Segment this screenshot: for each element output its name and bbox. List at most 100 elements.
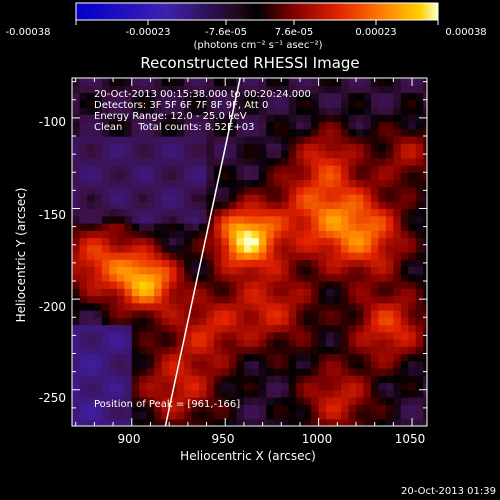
heatmap-cell: [236, 121, 245, 130]
heatmap-cell: [341, 310, 350, 318]
heatmap-cell: [94, 107, 103, 115]
heatmap-cell: [408, 150, 417, 159]
heatmap-cell: [370, 201, 380, 210]
heatmap-cell: [161, 244, 170, 253]
heatmap-cell: [139, 281, 148, 289]
heatmap-cell: [169, 288, 178, 297]
heatmap-cell: [206, 215, 215, 224]
heatmap-cell: [318, 78, 327, 86]
heatmap-cell: [94, 78, 103, 86]
heatmap-cell: [348, 317, 357, 326]
heatmap-cell: [415, 353, 424, 362]
heatmap-cell: [116, 353, 125, 362]
heatmap-cell: [228, 295, 238, 304]
heatmap-cell: [258, 317, 267, 326]
heatmap-cell: [281, 186, 290, 195]
heatmap-cell: [124, 397, 133, 405]
heatmap-cell: [101, 107, 110, 115]
heatmap-cell: [199, 389, 208, 398]
heatmap-cell: [184, 339, 193, 347]
heatmap-cell: [79, 92, 88, 101]
heatmap-cell: [199, 143, 208, 152]
heatmap-cell: [333, 281, 342, 289]
heatmap-cell: [281, 295, 290, 304]
heatmap-cell: [199, 128, 208, 137]
heatmap-cell: [109, 208, 118, 217]
heatmap-cell: [206, 252, 215, 260]
heatmap-cell: [370, 346, 380, 355]
heatmap-cell: [101, 172, 110, 181]
heatmap-cell: [318, 375, 327, 384]
heatmap-cell: [124, 179, 133, 188]
heatmap-cell: [109, 375, 118, 384]
heatmap-cell: [154, 331, 163, 340]
heatmap-cell: [184, 411, 193, 420]
heatmap-cell: [161, 208, 170, 217]
heatmap-cell: [243, 353, 252, 362]
heatmap-cell: [251, 208, 260, 217]
heatmap-cell: [288, 368, 297, 376]
heatmap-cell: [348, 179, 357, 188]
heatmap-cell: [400, 201, 409, 210]
heatmap-cell: [363, 418, 372, 426]
heatmap-cell: [79, 208, 88, 217]
heatmap-cell: [191, 85, 200, 94]
heatmap-cell: [400, 252, 409, 260]
heatmap-cell: [333, 136, 342, 144]
heatmap-cell: [303, 346, 312, 355]
heatmap-cell: [116, 317, 125, 326]
heatmap-cell: [281, 194, 290, 202]
heatmap-cell: [363, 273, 372, 282]
heatmap-cell: [266, 288, 275, 297]
heatmap-cell: [139, 121, 148, 130]
heatmap-cell: [221, 288, 230, 297]
heatmap-cell: [176, 302, 185, 311]
heatmap-cell: [176, 208, 185, 217]
heatmap-cell: [311, 368, 320, 376]
heatmap-cell: [363, 266, 372, 275]
heatmap-cell: [333, 208, 342, 217]
heatmap-cell: [243, 411, 252, 420]
heatmap-cell: [101, 281, 110, 289]
heatmap-cell: [311, 136, 320, 144]
heatmap-cell: [161, 288, 170, 297]
heatmap-cell: [408, 353, 417, 362]
heatmap-cell: [206, 288, 215, 297]
y-tick-labels: -100 -150 -200 -250: [39, 115, 66, 405]
heatmap-cell: [266, 150, 275, 159]
heatmap-cell: [370, 375, 380, 384]
heatmap-cell: [318, 368, 327, 376]
heatmap-cell: [184, 389, 193, 398]
heatmap-cell: [341, 136, 350, 144]
heatmap-cell: [408, 273, 417, 282]
heatmap-cell: [139, 215, 148, 224]
heatmap-cell: [326, 136, 335, 144]
heatmap-cell: [228, 201, 238, 210]
heatmap-cell: [243, 418, 252, 426]
heatmap-cell: [116, 259, 125, 268]
heatmap-cell: [184, 310, 193, 318]
heatmap-cell: [385, 85, 394, 94]
heatmap-cell: [273, 99, 282, 108]
heatmap-cell: [356, 259, 365, 268]
heatmap-cell: [311, 266, 320, 275]
heatmap-cell: [378, 99, 387, 108]
heatmap-cell: [385, 215, 394, 224]
heatmap-cell: [169, 295, 178, 304]
heatmap-cell: [348, 237, 357, 246]
heatmap-cell: [400, 360, 409, 369]
heatmap-cell: [356, 310, 365, 318]
heatmap-cell: [139, 389, 148, 398]
heatmap-cell: [333, 223, 342, 231]
heatmap-cell: [94, 237, 103, 246]
heatmap-cell: [370, 114, 380, 123]
heatmap-cell: [303, 128, 312, 137]
heatmap-cell: [393, 259, 402, 268]
heatmap-cell: [79, 244, 88, 253]
heatmap-cell: [326, 165, 335, 173]
heatmap-cell: [311, 418, 320, 426]
heatmap-cell: [356, 360, 365, 369]
heatmap-cell: [199, 404, 208, 413]
heatmap-cell: [146, 99, 155, 108]
heatmap-cell: [86, 186, 96, 195]
